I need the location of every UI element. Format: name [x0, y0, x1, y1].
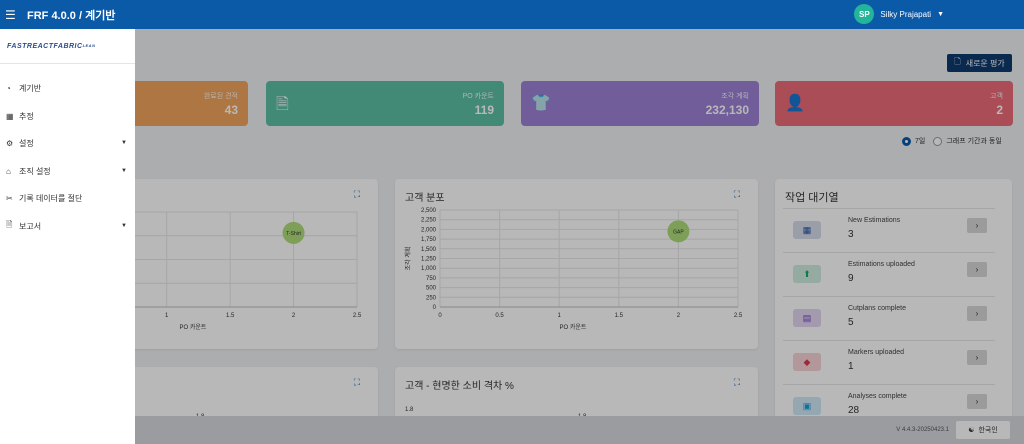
- open-queue-button[interactable]: ›: [967, 218, 987, 233]
- y-tick-label: 1,000: [421, 266, 437, 272]
- scatter-chart-customer-distribution: 0 0.5 1 1.5 2 2.5 0 250 500 750 1,000 1,250 1,500 1,7…: [404, 208, 743, 331]
- y-tick-label: 2,000: [421, 227, 437, 233]
- y-tick-label: 500: [426, 286, 437, 292]
- scissors-icon: ✂: [6, 193, 13, 203]
- open-queue-button[interactable]: ›: [967, 262, 987, 277]
- x-tick-label: 2.5: [734, 313, 743, 319]
- queue-item-markers-uploaded: ◆ Markers uploaded 1 ›: [783, 340, 995, 382]
- point-label: GAP: [673, 229, 684, 235]
- period-selector: 7일 그래프 기간과 동일: [902, 136, 1010, 146]
- chart-card-customer-distribution: 고객 분포 ⛶ 0 0.5 1 1.5 2 2.5 0 250 500 750 1,000 1,250…: [395, 179, 758, 349]
- stat-card-po-count[interactable]: 🗎 PO 카운트 119: [266, 81, 504, 126]
- data-point: [282, 221, 305, 244]
- caret-down-icon: ▼: [937, 10, 944, 18]
- shirt-icon: 👕: [531, 95, 551, 112]
- gear-icon: ⚙: [6, 138, 14, 148]
- footer: V 4.4.3-20250423.1 ☯ 한국인: [0, 416, 1024, 444]
- calculator-icon: ▦: [793, 221, 821, 239]
- document-icon: 🗋: [954, 57, 961, 66]
- y-tick-label: 1,750: [421, 237, 437, 243]
- stat-card-customers[interactable]: 👤 고객 2: [775, 81, 1013, 126]
- avatar: SP: [854, 4, 875, 24]
- queue-item-new-estimations: ▦ New Estimations 3 ›: [783, 208, 995, 250]
- sidebar-item-dashboard[interactable]: ◔ 계기반: [6, 83, 42, 93]
- sidebar-item-org-settings[interactable]: ⌂ 조직 설정 ▼: [6, 166, 127, 176]
- korea-flag-icon: ☯: [968, 427, 975, 434]
- top-bar: ☰ FRF 4.0.0 / 계기반 SP Silky Prajapati ▼: [0, 0, 1024, 29]
- x-tick-label: 0.5: [495, 313, 504, 319]
- work-queue-card: 작업 대기열 ▦ New Estimations 3 › ⬆ Estimatio…: [775, 179, 1012, 444]
- work-queue-title: 작업 대기열: [785, 192, 839, 204]
- radio-7-days[interactable]: [902, 136, 911, 146]
- user-name: Silky Prajapati: [880, 9, 932, 19]
- x-tick-label: 0: [438, 313, 442, 319]
- chart-title: 고객 분포: [405, 193, 445, 204]
- expand-icon[interactable]: ⛶: [733, 377, 740, 387]
- y-tick-label: 1,500: [421, 247, 437, 253]
- file-icon: 🗎: [6, 220, 13, 229]
- chevron-down-icon: ▼: [121, 168, 127, 174]
- open-queue-button[interactable]: ›: [967, 350, 987, 365]
- y-tick-label: 0: [433, 305, 437, 311]
- y-tick-label: 1.8: [405, 407, 414, 413]
- dashboard-icon: ◔: [6, 83, 11, 93]
- expand-icon[interactable]: ⛶: [733, 189, 740, 199]
- user-menu[interactable]: SP Silky Prajapati ▼: [854, 4, 944, 24]
- x-tick-label: 1: [558, 313, 562, 319]
- sidebar-item-cut-history[interactable]: ✂ 기록 데이터를 절단: [6, 193, 83, 203]
- logo: FASTREACTFABRICLEAN: [7, 43, 96, 50]
- x-tick-label: 1: [165, 313, 169, 319]
- x-tick-label: 2: [292, 313, 296, 319]
- point-label: T-Shirt: [286, 231, 301, 237]
- expand-icon[interactable]: ⛶: [353, 189, 360, 199]
- data-point: [667, 220, 690, 243]
- language-selector[interactable]: ☯ 한국인: [956, 421, 1010, 439]
- calculator-icon: ▦: [6, 111, 14, 121]
- report-icon: ▣: [793, 397, 821, 415]
- x-tick-label: 2: [677, 313, 681, 319]
- chart-title: 고객 - 현명한 소비 격차 %: [405, 381, 514, 392]
- x-tick-label: 1.5: [226, 313, 235, 319]
- sidebar-item-estimation[interactable]: ▦ 추정: [6, 111, 34, 121]
- user-icon: 👤: [785, 95, 805, 112]
- y-tick-label: 1,250: [421, 257, 437, 263]
- x-tick-label: 1.5: [615, 313, 624, 319]
- upload-file-icon: ⬆: [793, 265, 821, 283]
- home-icon: ⌂: [6, 166, 11, 176]
- scatter-chart-left: 1 1.5 2 2.5 PO 카운트 T-Shirt: [135, 211, 362, 331]
- hamburger-menu-icon[interactable]: ☰: [5, 7, 16, 22]
- x-axis-label: PO 카운트: [180, 323, 207, 331]
- y-tick-label: 2,250: [421, 218, 437, 224]
- expand-icon[interactable]: ⛶: [353, 377, 360, 387]
- queue-item-analyses-complete: ▣ Analyses complete 28 ›: [783, 384, 995, 426]
- new-evaluation-button[interactable]: 🗋 새로운 평가: [947, 54, 1012, 72]
- sidebar-item-settings[interactable]: ⚙ 설정 ▼: [6, 138, 127, 148]
- document-icon: 🗎: [276, 96, 289, 113]
- y-axis-label: 조각 계획: [404, 247, 412, 271]
- stat-card-cut-plans[interactable]: 👕 조각 계획 232,130: [521, 81, 759, 126]
- app-title: FRF 4.0.0 / 계기반: [27, 9, 116, 22]
- clipboard-icon: ▤: [793, 309, 821, 327]
- open-queue-button[interactable]: ›: [967, 306, 987, 321]
- chevron-down-icon: ▼: [121, 140, 127, 146]
- sidebar: FASTREACTFABRICLEAN ◔ 계기반 ▦ 추정 ⚙ 설정 ▼ ⌂ …: [0, 29, 135, 444]
- sidebar-item-reports[interactable]: 🗎 보고서 ▼: [0, 216, 135, 236]
- chevron-down-icon: ▼: [121, 223, 127, 229]
- queue-item-cutplans-complete: ▤ Cutplans complete 5 ›: [783, 296, 995, 338]
- version-label: V 4.4.3-20250423.1: [896, 427, 949, 433]
- x-axis-label: PO 카운트: [560, 323, 587, 331]
- y-tick-label: 2,500: [421, 208, 437, 214]
- backdrop-overlay[interactable]: [0, 29, 1024, 444]
- open-queue-button[interactable]: ›: [967, 394, 987, 409]
- queue-item-estimations-uploaded: ⬆ Estimations uploaded 9 ›: [783, 252, 995, 294]
- y-tick-label: 750: [426, 276, 437, 282]
- y-tick-label: 250: [426, 295, 437, 301]
- radio-match-graph-period[interactable]: [933, 136, 943, 146]
- divider: [0, 63, 135, 64]
- shapes-icon: ◆: [793, 353, 821, 371]
- x-tick-label: 2.5: [353, 313, 362, 319]
